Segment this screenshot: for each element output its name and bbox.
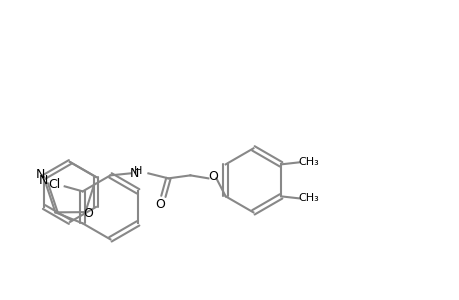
Text: Cl: Cl: [49, 178, 61, 191]
Text: CH₃: CH₃: [298, 194, 319, 203]
Text: O: O: [155, 198, 165, 211]
Text: O: O: [208, 170, 218, 183]
Text: N: N: [129, 167, 139, 180]
Text: H: H: [134, 167, 142, 176]
Text: CH₃: CH₃: [298, 158, 319, 167]
Text: O: O: [83, 207, 93, 220]
Text: N: N: [39, 174, 49, 188]
Text: N: N: [35, 169, 45, 182]
